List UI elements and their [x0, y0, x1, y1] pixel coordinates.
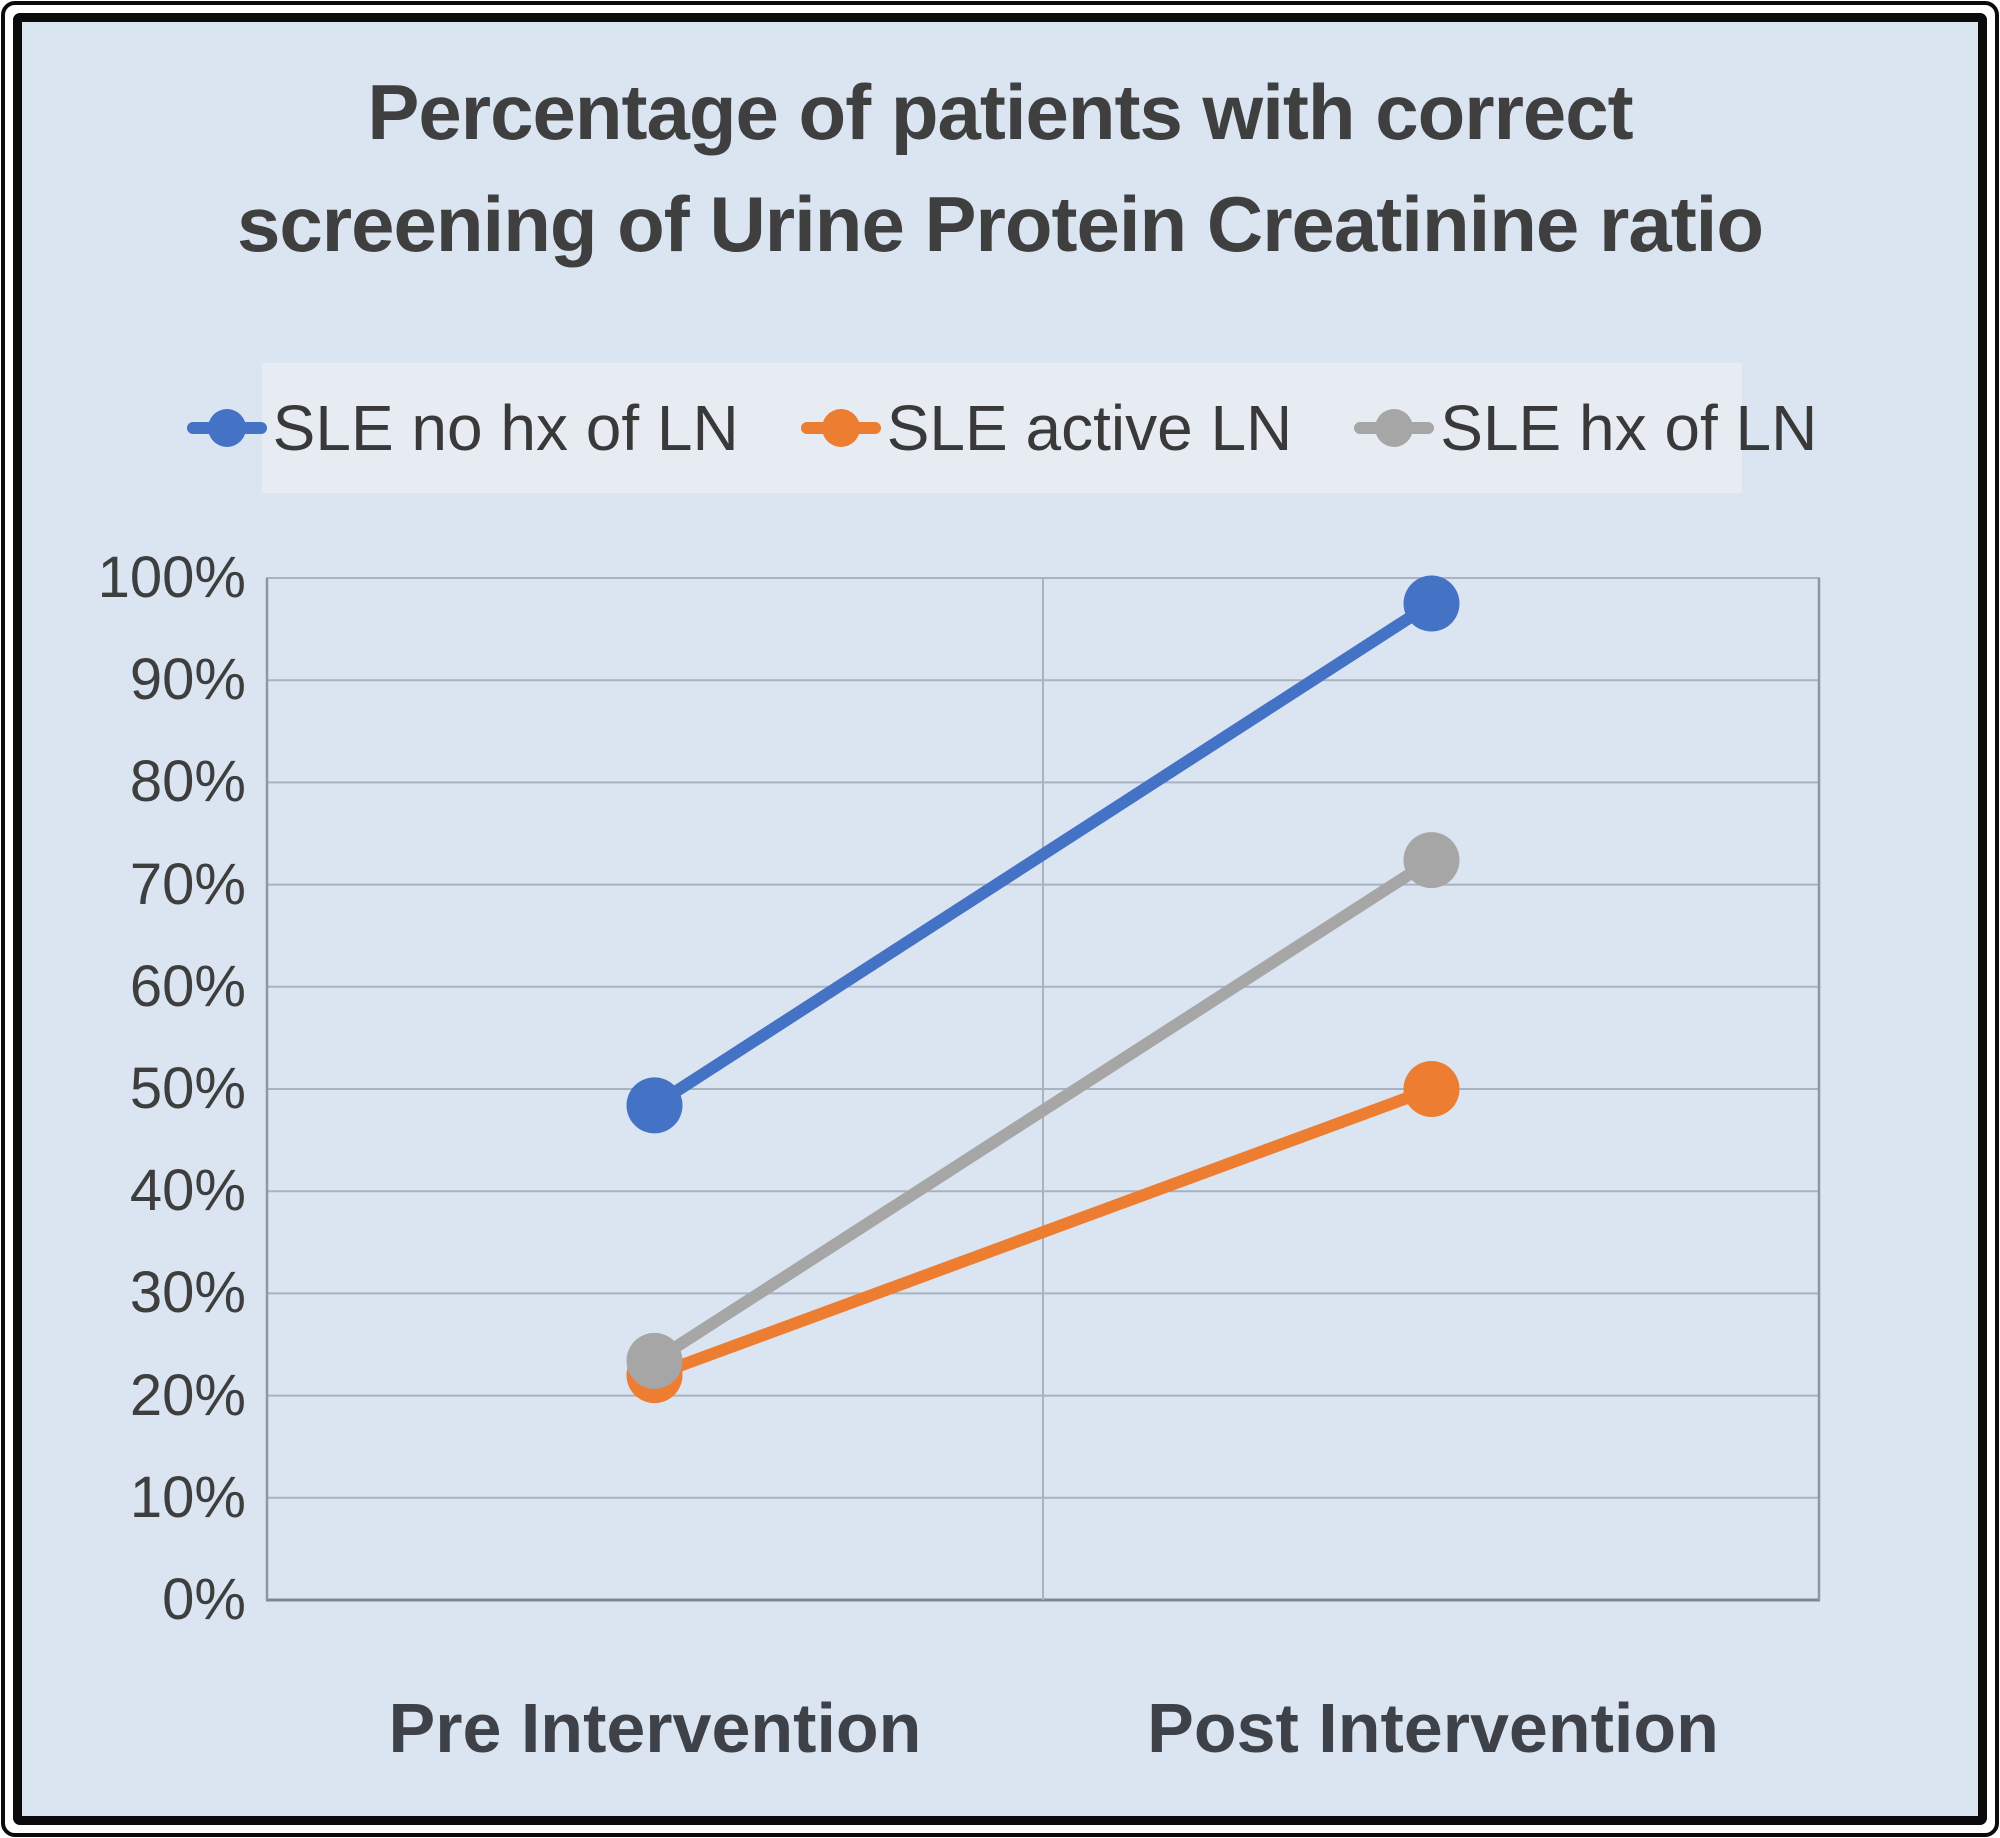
series-line-sle-no-hx-of-ln	[648, 597, 1438, 1112]
legend-dot-icon	[1375, 409, 1414, 447]
series-line-sle-active-ln	[648, 1083, 1438, 1382]
legend-item-sle-no-hx-of-ln: SLE no hx of LN	[186, 392, 739, 464]
legend-label: SLE no hx of LN	[272, 392, 739, 464]
data-point	[626, 1332, 683, 1389]
legend-label: SLE active LN	[886, 392, 1293, 464]
data-point	[1403, 1061, 1460, 1117]
chart-title: Percentage of patients with correct scre…	[100, 56, 1900, 280]
chart-title-line-1: Percentage of patients with correct	[367, 68, 1633, 156]
data-point	[1403, 832, 1460, 889]
chart-title-line-2: screening of Urine Protein Creatinine ra…	[237, 180, 1764, 268]
legend: SLE no hx of LN SLE active LN SLE hx of …	[186, 363, 1817, 493]
plot-area	[265, 575, 1821, 1602]
legend-marker-icon	[800, 408, 881, 448]
legend-item-sle-hx-of-ln: SLE hx of LN	[1354, 396, 1817, 460]
legend-label: SLE hx of LN	[1440, 392, 1818, 464]
legend-marker-icon	[1354, 408, 1435, 448]
x-axis-label-post-intervention: Post Intervention	[1147, 1689, 1719, 1767]
data-point	[626, 1077, 683, 1134]
legend-marker-icon	[186, 408, 267, 448]
legend-item-sle-active-ln: SLE active LN	[800, 392, 1293, 464]
series-line-sle-hx-of-ln	[648, 854, 1438, 1367]
legend-dot-icon	[207, 409, 246, 447]
chart-background	[19, 19, 1981, 1819]
data-point	[1403, 575, 1460, 632]
legend-dot-icon	[821, 409, 860, 447]
x-axis-label-pre-intervention: Pre Intervention	[388, 1689, 922, 1767]
plot-canvas	[265, 575, 1821, 1602]
